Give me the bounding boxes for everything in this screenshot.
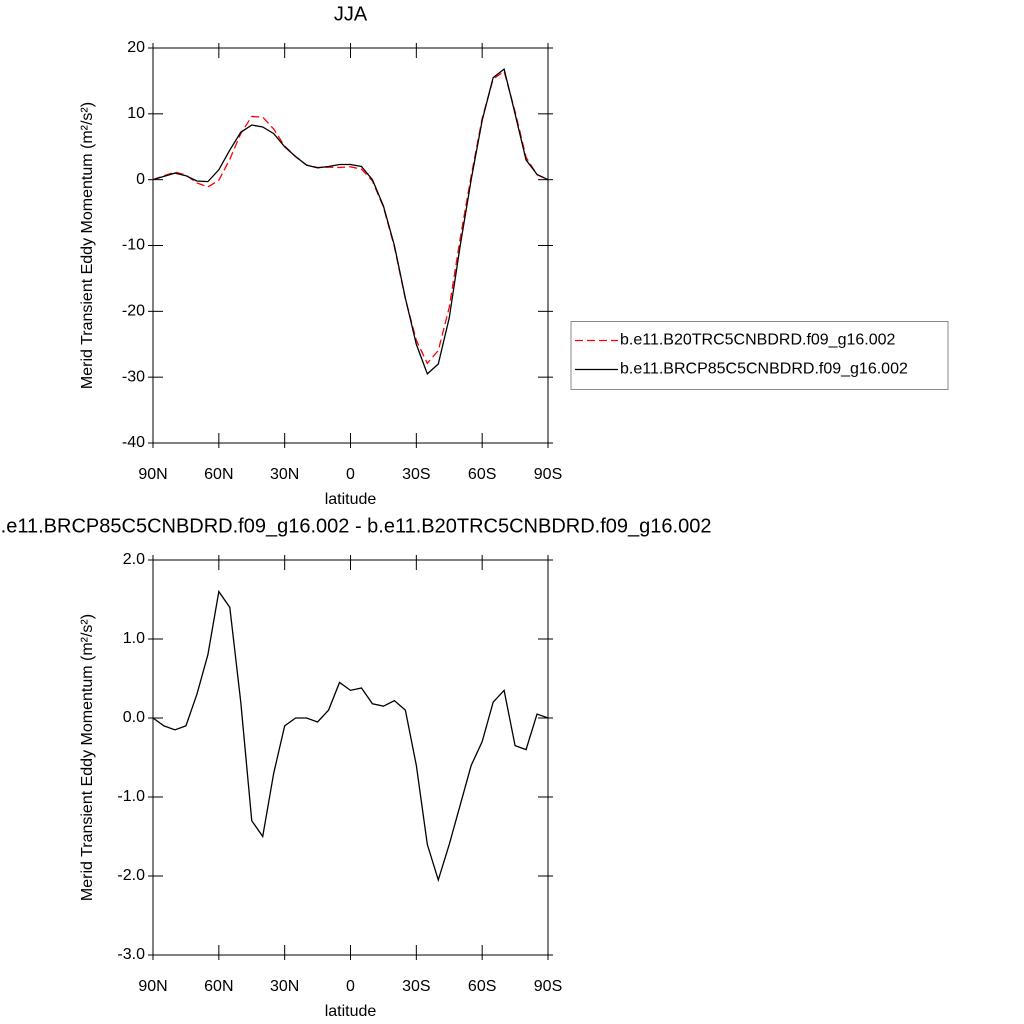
x-tick-label: 60N (204, 466, 233, 483)
y-tick-label: -40 (122, 434, 145, 451)
x-tick-label: 30S (402, 978, 430, 995)
data-line (152, 70, 549, 365)
y-tick-label: 10 (127, 105, 145, 122)
plot-frame (152, 559, 549, 956)
y-tick-label: 2.0 (123, 551, 145, 568)
legend-label: b.e11.B20TRC5CNBDRD.f09_g16.002 (620, 332, 896, 349)
data-line (152, 67, 549, 376)
y-tick-label: 1.0 (123, 630, 145, 647)
x-tick-label: 30N (270, 978, 299, 995)
x-tick-label: 90N (138, 978, 167, 995)
chart-title: JJA (334, 3, 368, 25)
chart-title: b.e11.BRCP85C5CNBDRD.f09_g16.002 - b.e11… (0, 515, 711, 537)
x-tick-label: 60S (468, 978, 496, 995)
x-tick-label: 90N (138, 466, 167, 483)
y-tick-label: -30 (122, 368, 145, 385)
x-tick-label: 60S (468, 466, 496, 483)
x-tick-label: 0 (346, 466, 355, 483)
legend-label: b.e11.BRCP85C5CNBDRD.f09_g16.002 (620, 361, 908, 378)
x-tick-label: 30N (270, 466, 299, 483)
x-axis-label: latitude (325, 1003, 377, 1020)
y-tick-label: 20 (127, 39, 145, 56)
y-tick-label: -10 (122, 237, 145, 254)
y-tick-label: 0.0 (123, 709, 145, 726)
y-axis-label: Merid Transient Eddy Momentum (m²/s²) (79, 614, 96, 901)
y-tick-label: -3.0 (117, 946, 145, 963)
y-tick-label: -20 (122, 303, 145, 320)
x-tick-label: 90S (534, 978, 562, 995)
data-line (152, 589, 549, 883)
y-tick-label: 0 (136, 171, 145, 188)
x-axis-label: latitude (325, 491, 377, 508)
y-tick-label: -2.0 (117, 867, 145, 884)
x-tick-label: 30S (402, 466, 430, 483)
x-tick-label: 0 (346, 978, 355, 995)
plot-frame (152, 47, 549, 444)
x-tick-label: 90S (534, 466, 562, 483)
y-tick-label: -1.0 (117, 788, 145, 805)
legend: b.e11.B20TRC5CNBDRD.f09_g16.002 b.e11.BRC… (570, 321, 949, 390)
y-axis-label: Merid Transient Eddy Momentum (m²/s²) (79, 102, 96, 389)
x-tick-label: 60N (204, 978, 233, 995)
legend-box (570, 321, 949, 390)
